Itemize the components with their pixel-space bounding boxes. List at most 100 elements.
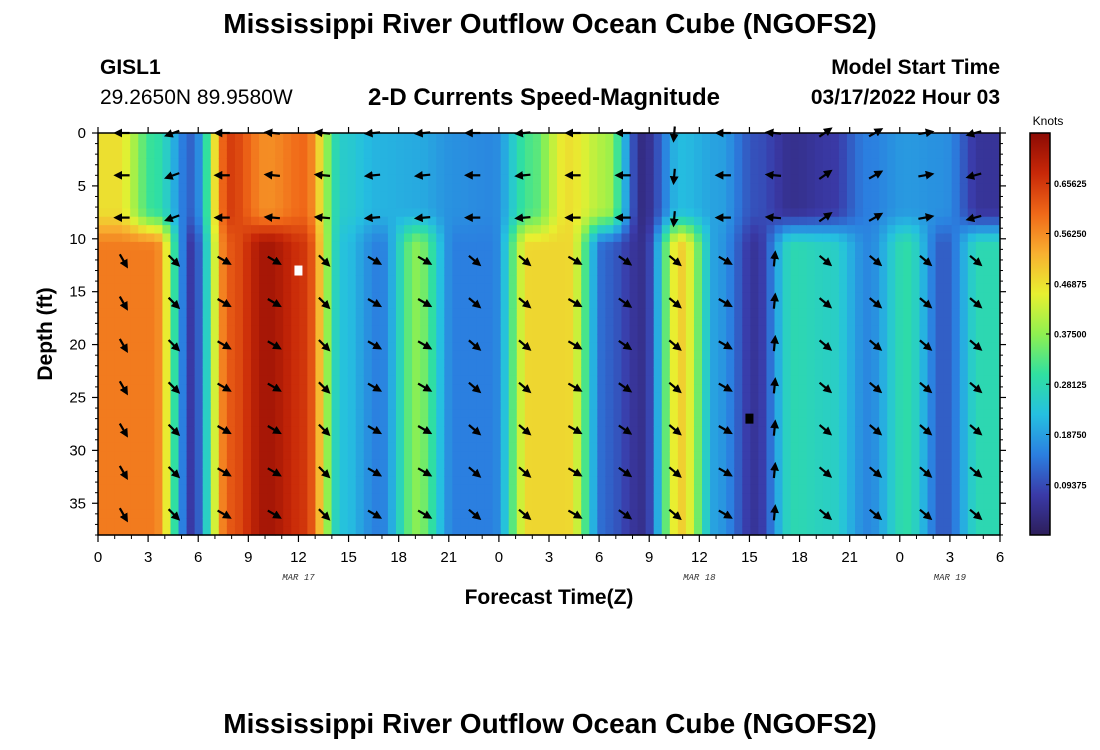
heatmap-cell (645, 476, 655, 486)
heatmap-cell (750, 409, 759, 419)
heatmap-cell (476, 275, 486, 285)
heatmap-cell (404, 367, 413, 377)
heatmap-cell (532, 409, 542, 419)
heatmap-cell (347, 200, 357, 209)
heatmap-cell (146, 292, 155, 302)
heatmap-cell (927, 392, 937, 402)
heatmap-cell (98, 350, 107, 360)
heatmap-cell (444, 459, 453, 469)
heatmap-cell (323, 183, 333, 193)
heatmap-cell (275, 174, 284, 184)
heatmap-cell (194, 334, 204, 343)
heatmap-cell (412, 325, 421, 335)
heatmap-cell (468, 442, 478, 452)
heatmap-cell (710, 292, 719, 302)
heatmap-cell (452, 200, 462, 209)
heatmap-cell (532, 300, 542, 310)
heatmap-cell (524, 451, 534, 461)
heatmap-cell (339, 191, 349, 201)
heatmap-cell (766, 149, 776, 159)
heatmap-cell (395, 292, 405, 302)
heatmap-cell (677, 183, 687, 193)
heatmap-cell (702, 149, 711, 159)
heatmap-cell (194, 476, 204, 486)
heatmap-cell (758, 166, 768, 176)
heatmap-cell (154, 208, 164, 218)
heatmap-cell (468, 191, 478, 201)
heatmap-cell (597, 141, 606, 151)
heatmap-cell (597, 208, 606, 218)
heatmap-cell (919, 484, 929, 494)
heatmap-cell (242, 375, 252, 385)
heatmap-cell (420, 149, 429, 159)
heatmap-cell (637, 174, 647, 184)
heatmap-cell (259, 334, 268, 343)
heatmap-cell (532, 200, 542, 209)
heatmap-cell (532, 325, 542, 335)
heatmap-cell (98, 334, 107, 343)
heatmap-cell (202, 317, 212, 327)
heatmap-cell (210, 334, 220, 343)
heatmap-cell (855, 317, 864, 327)
heatmap-cell (605, 375, 615, 385)
heatmap-cell (710, 166, 719, 176)
heatmap-cell (323, 334, 333, 343)
heatmap-cell (122, 367, 131, 377)
heatmap-cell (589, 149, 598, 159)
heatmap-cell (130, 166, 139, 176)
heatmap-cell (830, 200, 840, 209)
heatmap-cell (412, 442, 421, 452)
heatmap-cell (669, 141, 679, 151)
heatmap-cell (339, 258, 349, 268)
heatmap-cell (226, 459, 236, 469)
heatmap-cell (814, 283, 824, 293)
heatmap-cell (742, 241, 751, 251)
heatmap-cell (226, 267, 236, 276)
heatmap-cell (637, 267, 647, 276)
heatmap-cell (903, 451, 913, 461)
heatmap-cell (710, 317, 719, 327)
heatmap-cell (605, 509, 615, 519)
heatmap-cell (887, 183, 896, 193)
heatmap-cell (549, 174, 558, 184)
heatmap-cell (629, 191, 639, 201)
heatmap-cell (114, 183, 123, 193)
heatmap-cell (927, 191, 937, 201)
heatmap-cell (710, 158, 719, 168)
heatmap-cell (685, 509, 695, 519)
heatmap-cell (98, 317, 107, 327)
heatmap-cell (573, 267, 582, 276)
heatmap-cell (162, 426, 172, 436)
heatmap-cell (855, 401, 864, 410)
heatmap-cell (275, 518, 284, 528)
heatmap-cell (838, 459, 848, 469)
heatmap-cell (806, 233, 816, 243)
heatmap-cell (122, 200, 131, 209)
heatmap-cell (452, 166, 462, 176)
heatmap-cell (573, 241, 582, 251)
heatmap-cell (766, 158, 776, 168)
heatmap-cell (516, 250, 526, 260)
heatmap-cell (170, 283, 180, 293)
heatmap-cell (492, 493, 502, 503)
heatmap-cell (540, 258, 550, 268)
heatmap-cell (307, 325, 317, 335)
heatmap-cell (798, 384, 808, 394)
heatmap-cell (259, 476, 268, 486)
heatmap-cell (170, 241, 180, 251)
heatmap-cell (549, 141, 558, 151)
heatmap-cell (476, 149, 486, 159)
heatmap-cell (855, 208, 864, 218)
heatmap-cell (814, 509, 824, 519)
heatmap-cell (814, 501, 824, 511)
heatmap-cell (855, 392, 864, 402)
heatmap-cell (251, 208, 260, 218)
heatmap-cell (162, 233, 172, 243)
heatmap-cell (702, 250, 711, 260)
heatmap-cell (186, 258, 196, 268)
heatmap-cell (629, 225, 639, 235)
heatmap-cell (838, 359, 848, 369)
heatmap-cell (903, 442, 913, 452)
heatmap-cell (693, 158, 703, 168)
heatmap-cell (202, 367, 212, 377)
